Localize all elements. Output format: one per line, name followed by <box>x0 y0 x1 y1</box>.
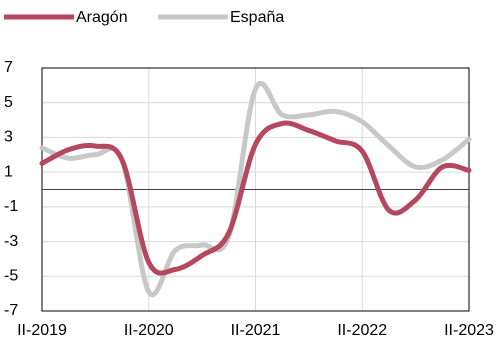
legend-label: España <box>230 9 284 26</box>
x-tick-label: II-2020 <box>124 322 174 339</box>
y-tick-label: 1 <box>4 163 13 180</box>
y-tick-label: 3 <box>4 129 13 146</box>
y-tick-label: -3 <box>4 233 18 250</box>
x-tick-label: II-2021 <box>231 322 281 339</box>
x-tick-label: II-2022 <box>337 322 387 339</box>
y-tick-label: -7 <box>4 302 18 319</box>
series-line <box>39 120 472 276</box>
y-tick-label: 5 <box>4 94 13 111</box>
y-tick-label: -5 <box>4 268 18 285</box>
y-tick-label: 7 <box>4 59 13 76</box>
y-tick-label: -1 <box>4 198 18 215</box>
x-tick-label: II-2019 <box>17 322 67 339</box>
x-tick-label: II-2023 <box>444 322 494 339</box>
legend-label: Aragón <box>76 9 128 26</box>
